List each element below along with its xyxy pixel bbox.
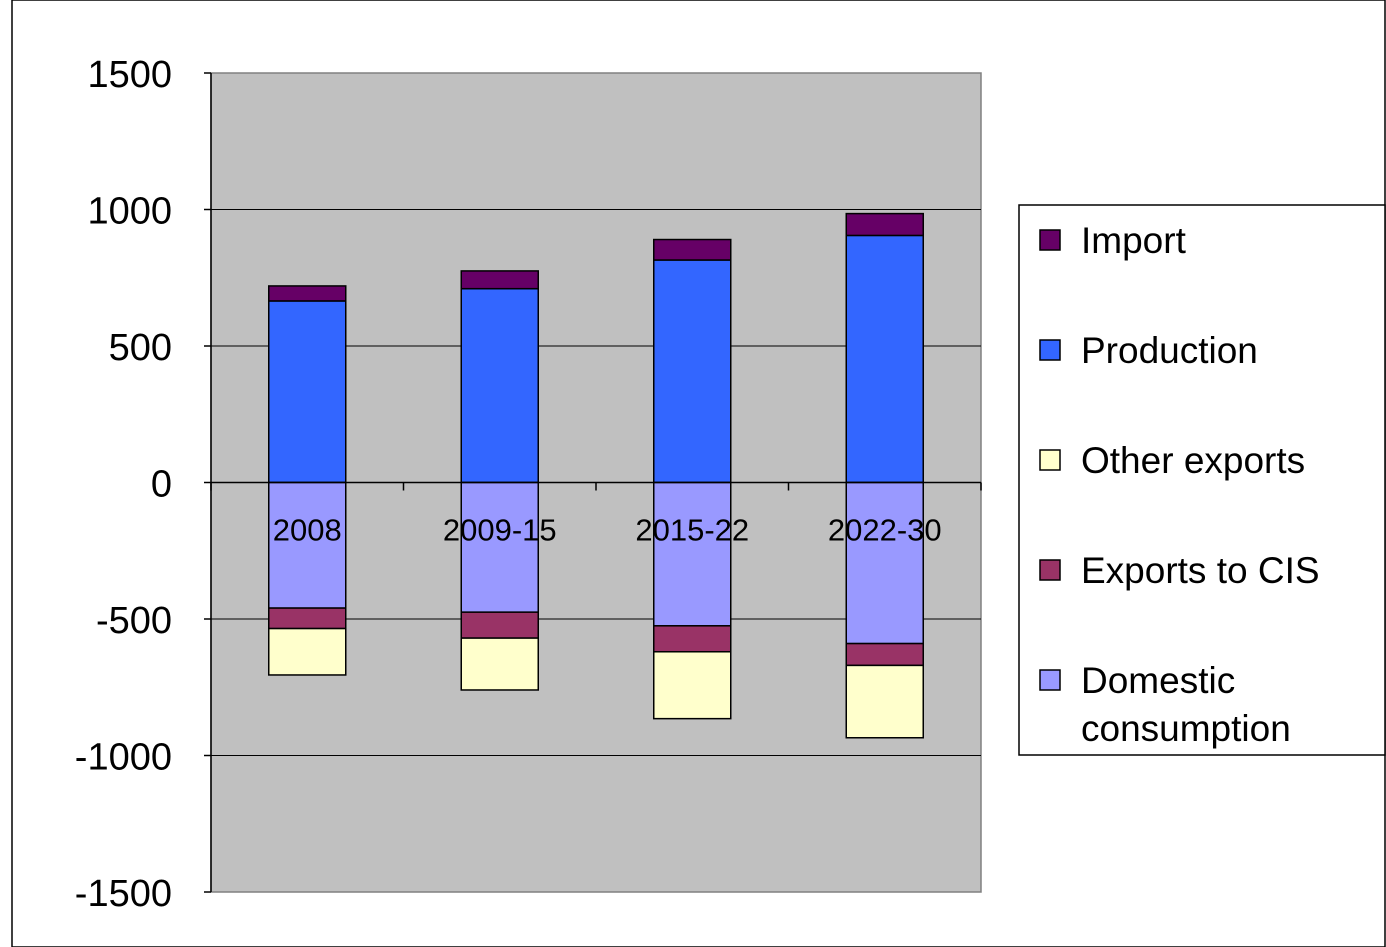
bar-segment-domestic-consumption	[653, 481, 732, 627]
legend-label: consumption	[1081, 708, 1291, 749]
bar-segment-import	[653, 238, 732, 261]
legend-label: Exports to CIS	[1081, 550, 1320, 591]
x-tick-label: 2022-30	[828, 513, 942, 548]
legend-label: Production	[1081, 330, 1258, 371]
bar-segment-other-exports	[845, 664, 924, 739]
bar-segment-production	[268, 300, 347, 484]
y-tick-label: 1500	[87, 54, 172, 96]
bar-segment-import	[460, 270, 539, 290]
bar-segment-other-exports	[268, 627, 347, 676]
bars	[268, 212, 924, 739]
bar-segment-production	[845, 234, 924, 484]
legend-label: Domestic	[1081, 660, 1235, 701]
bar-segment-production	[653, 259, 732, 484]
bar-segment-production	[460, 287, 539, 484]
x-axis: 2008 2009-15 2015-22 2022-30	[210, 481, 982, 548]
bar-segment-exports-to-cis	[460, 611, 539, 639]
legend: Import Production Other exports Exports to …	[1018, 204, 1386, 756]
bar-segment-exports-to-cis	[268, 607, 347, 630]
bar-segment-exports-to-cis	[845, 642, 924, 667]
y-tick-label: -1000	[75, 737, 172, 779]
x-tick-label: 2008	[273, 513, 342, 548]
legend-swatch	[1039, 449, 1061, 471]
y-tick-label: -500	[96, 600, 172, 642]
legend-box	[1018, 204, 1386, 756]
y-tick-label: 500	[109, 327, 172, 369]
legend-swatch	[1039, 339, 1061, 361]
x-tick-label: 2015-22	[635, 513, 749, 548]
bar-segment-domestic-consumption	[268, 481, 347, 609]
bar-segment-other-exports	[460, 637, 539, 691]
legend-label: Import	[1081, 220, 1187, 261]
bar-segment-exports-to-cis	[653, 625, 732, 653]
y-tick-label: 0	[151, 464, 172, 506]
legend-label: Other exports	[1081, 440, 1305, 481]
y-tick-label: 1000	[87, 191, 172, 233]
bar-segment-domestic-consumption	[845, 481, 924, 645]
x-tick-label: 2009-15	[443, 513, 557, 548]
bar-segment-other-exports	[653, 651, 732, 720]
bar-segment-import	[268, 285, 347, 302]
bar-segment-import	[845, 212, 924, 237]
legend-swatch	[1039, 559, 1061, 581]
legend-swatch	[1039, 669, 1061, 691]
legend-swatch	[1039, 229, 1061, 251]
y-tick-label: -1500	[75, 873, 172, 915]
